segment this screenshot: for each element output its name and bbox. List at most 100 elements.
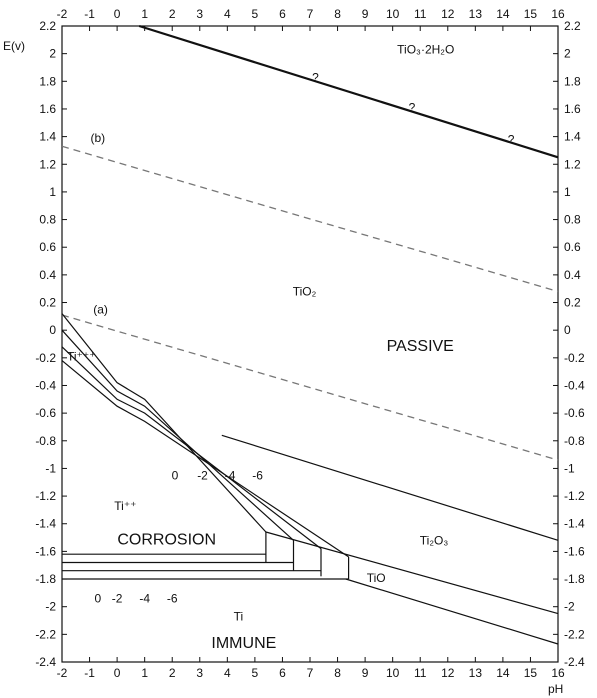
x-tick-label-bottom: 13 bbox=[469, 666, 483, 680]
y-tick-label-right: -2.2 bbox=[564, 627, 585, 641]
y-tick-label-right: 0 bbox=[564, 323, 571, 337]
x-tick-label-top: 11 bbox=[414, 7, 427, 21]
y-tick-label-right: -1.6 bbox=[564, 544, 585, 558]
y-tick-label-left: -2.2 bbox=[35, 627, 56, 641]
x-tick-label-bottom: -1 bbox=[84, 666, 95, 680]
annotation-label: -2 bbox=[197, 468, 208, 482]
x-tick-label-bottom: 1 bbox=[141, 666, 148, 680]
y-tick-label-right: 0.2 bbox=[564, 296, 581, 310]
y-tick-label-left: 1 bbox=[49, 185, 56, 199]
annotation-label: TiO₃·2H₂O bbox=[397, 43, 454, 57]
x-tick-label-bottom: 16 bbox=[551, 666, 565, 680]
x-tick-label-bottom: 7 bbox=[307, 666, 314, 680]
annotation-label: Ti⁺⁺ bbox=[114, 499, 136, 513]
y-tick-label-right: 2 bbox=[564, 47, 571, 61]
annotation-label: (a) bbox=[93, 303, 108, 317]
annotation-label: -6 bbox=[252, 468, 263, 482]
y-tick-label-right: -0.2 bbox=[564, 351, 585, 365]
y-tick-label-left: 1.8 bbox=[39, 74, 56, 88]
boundary-line-1 bbox=[61, 145, 559, 293]
y-tick-label-right: -1.4 bbox=[564, 517, 585, 531]
chart-lines bbox=[61, 24, 559, 645]
y-tick-label-left: -2 bbox=[45, 600, 56, 614]
x-tick-label-bottom: 2 bbox=[169, 666, 176, 680]
annotation-label: TiO bbox=[367, 571, 386, 585]
x-tick-label-bottom: 5 bbox=[252, 666, 259, 680]
annotation-label: CORROSION bbox=[117, 531, 216, 548]
y-tick-label-left: 0 bbox=[49, 323, 56, 337]
y-tick-label-left: -0.6 bbox=[35, 406, 56, 420]
x-tick-label-top: 7 bbox=[307, 7, 314, 21]
y-tick-label-left: -1.4 bbox=[35, 517, 56, 531]
y-tick-label-right: 0.4 bbox=[564, 268, 581, 282]
y-tick-label-right: -1.8 bbox=[564, 572, 585, 586]
x-tick-label-top: 4 bbox=[224, 7, 231, 21]
y-tick-label-left: 1.2 bbox=[39, 157, 56, 171]
y-tick-label-left: 1.6 bbox=[39, 102, 56, 116]
boundary-line-6 bbox=[61, 313, 267, 533]
annotation-label: -4 bbox=[225, 468, 236, 482]
plot-frame bbox=[61, 25, 559, 663]
annotation-label: Ti⁺⁺⁺ bbox=[67, 350, 96, 364]
y-tick-label-right: -1.2 bbox=[564, 489, 585, 503]
x-tick-label-bottom: 9 bbox=[362, 666, 369, 680]
x-tick-label-top: 14 bbox=[496, 7, 510, 21]
x-tick-label-top: 15 bbox=[524, 7, 538, 21]
x-tick-label-bottom: 0 bbox=[114, 666, 121, 680]
x-tick-label-top: 5 bbox=[252, 7, 259, 21]
boundary-line-7 bbox=[61, 329, 294, 541]
x-tick-label-top: 16 bbox=[551, 7, 565, 21]
x-tick-label-top: 6 bbox=[279, 7, 286, 21]
x-tick-label-top: 12 bbox=[441, 7, 455, 21]
y-tick-label-right: 0.8 bbox=[564, 213, 581, 227]
y-tick-label-left: -1.8 bbox=[35, 572, 56, 586]
x-axis-label: pH bbox=[548, 682, 563, 696]
y-tick-label-right: 1.2 bbox=[564, 157, 581, 171]
y-tick-label-right: -0.6 bbox=[564, 406, 585, 420]
x-tick-label-top: 13 bbox=[469, 7, 483, 21]
x-tick-label-top: 0 bbox=[114, 7, 121, 21]
y-tick-label-right: -2.4 bbox=[564, 655, 585, 669]
annotation-label: PASSIVE bbox=[387, 338, 454, 355]
y-tick-label-right: -1 bbox=[564, 461, 575, 475]
annotation-label: -4 bbox=[139, 592, 150, 606]
y-tick-label-right: -2 bbox=[564, 600, 575, 614]
x-tick-label-bottom: 3 bbox=[196, 666, 203, 680]
y-tick-label-right: 1 bbox=[564, 185, 571, 199]
y-tick-label-right: -0.8 bbox=[564, 434, 585, 448]
y-tick-label-left: 0.4 bbox=[39, 268, 56, 282]
x-tick-label-top: 9 bbox=[362, 7, 369, 21]
annotation-label: (b) bbox=[90, 131, 105, 145]
y-tick-label-left: -0.8 bbox=[35, 434, 56, 448]
x-tick-label-bottom: 15 bbox=[524, 666, 538, 680]
y-tick-label-left: 0.2 bbox=[39, 296, 56, 310]
annotation-label: Ti bbox=[234, 610, 244, 624]
x-tick-label-top: -1 bbox=[84, 7, 95, 21]
x-tick-label-top: 1 bbox=[141, 7, 148, 21]
annotation-label: -6 bbox=[167, 592, 178, 606]
y-tick-label-right: 1.6 bbox=[564, 102, 581, 116]
x-tick-label-top: 10 bbox=[386, 7, 400, 21]
annotation-label: Ti₂O₃ bbox=[420, 533, 449, 547]
y-tick-label-left: -2.4 bbox=[35, 655, 56, 669]
annotation-label: TiO₂ bbox=[293, 285, 317, 299]
boundary-line-0 bbox=[138, 24, 559, 159]
y-tick-label-left: -0.2 bbox=[35, 351, 56, 365]
x-tick-label-top: -2 bbox=[57, 7, 68, 21]
boundary-line-5 bbox=[345, 578, 559, 645]
x-tick-label-bottom: -2 bbox=[57, 666, 68, 680]
annotation-label: 0 bbox=[94, 592, 101, 606]
x-tick-label-bottom: 10 bbox=[386, 666, 400, 680]
annotation-label: ? bbox=[508, 133, 515, 147]
x-tick-label-bottom: 6 bbox=[279, 666, 286, 680]
boundary-line-9 bbox=[61, 360, 349, 558]
boundary-line-8 bbox=[61, 346, 322, 550]
annotation-label: -2 bbox=[112, 592, 123, 606]
y-tick-label-left: 0.8 bbox=[39, 213, 56, 227]
annotation-label: ? bbox=[312, 70, 319, 84]
x-tick-label-bottom: 4 bbox=[224, 666, 231, 680]
x-tick-label-bottom: 12 bbox=[441, 666, 455, 680]
boundary-line-3 bbox=[221, 434, 559, 541]
annotation-label: 0 bbox=[172, 468, 179, 482]
y-tick-label-right: 1.4 bbox=[564, 130, 581, 144]
